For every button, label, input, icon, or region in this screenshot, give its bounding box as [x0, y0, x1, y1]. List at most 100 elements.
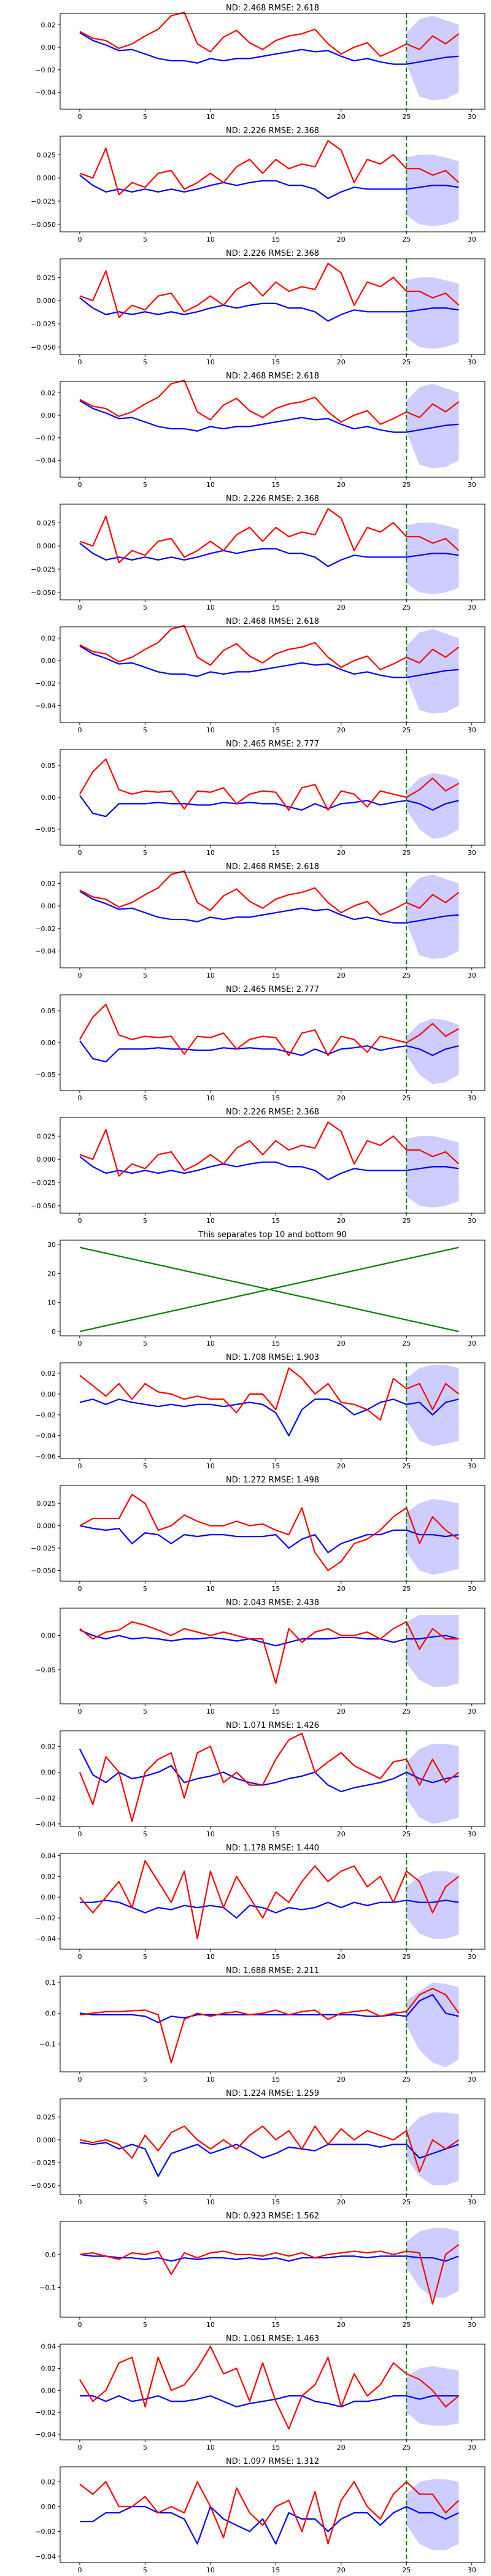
x-tick-label: 10 — [206, 358, 215, 366]
x-tick-label: 30 — [468, 113, 476, 121]
x-tick-label: 0 — [77, 604, 82, 611]
confidence-band — [406, 773, 459, 839]
confidence-band — [406, 1018, 459, 1084]
axes-frame — [60, 2344, 485, 2440]
predicted-series-line — [79, 1749, 459, 1793]
chart-panel: ND: 2.468 RMSE: 2.618 0 5 10 15 20 25 30 −0.04 −0… — [35, 372, 485, 489]
actual-series-line — [79, 758, 459, 811]
y-tick-label: 0.00 — [41, 794, 56, 802]
actual-series-line — [79, 1493, 460, 1571]
predicted-series-line — [79, 2395, 459, 2408]
separator-line — [79, 1246, 459, 1332]
chart-panel: ND: 2.043 RMSE: 2.438 0 5 10 15 20 25 30 −0.05 0.… — [35, 1598, 485, 1715]
x-tick-label: 25 — [402, 2198, 411, 2206]
x-tick-label: 30 — [468, 2198, 476, 2206]
x-tick-label: 0 — [77, 2321, 82, 2329]
y-tick-label: −0.025 — [31, 197, 56, 205]
confidence-band — [406, 2479, 459, 2550]
y-tick-label: 0.1 — [45, 1979, 56, 1987]
x-tick-label: 5 — [143, 2321, 147, 2329]
chart-title: ND: 2.226 RMSE: 2.368 — [226, 126, 319, 136]
predicted-series-line — [79, 795, 459, 818]
confidence-band — [406, 277, 459, 349]
chart-panel: ND: 2.465 RMSE: 2.777 0 5 10 15 20 25 30 −0.05 0.… — [35, 740, 485, 857]
chart-panel: ND: 1.688 RMSE: 2.211 0 5 10 15 20 25 30 −0.1 0.0… — [39, 1966, 485, 2083]
x-tick-label: 0 — [77, 1953, 82, 1961]
x-tick-label: 25 — [402, 1217, 411, 1225]
x-tick-label: 5 — [143, 2566, 147, 2574]
x-tick-label: 0 — [77, 1094, 82, 1102]
x-tick-label: 25 — [402, 1830, 411, 1838]
x-tick-label: 10 — [206, 1585, 215, 1593]
y-tick-label: 30 — [47, 1241, 56, 1249]
x-tick-label: 15 — [271, 2566, 280, 2574]
x-tick-label: 5 — [143, 1708, 147, 1715]
x-tick-label: 20 — [337, 972, 346, 979]
x-tick-label: 25 — [402, 2444, 411, 2451]
confidence-band — [406, 383, 459, 469]
x-tick-label: 0 — [77, 972, 82, 979]
x-tick-label: 10 — [206, 726, 215, 734]
x-tick-label: 15 — [271, 1585, 280, 1593]
x-tick-label: 10 — [206, 1094, 215, 1102]
x-tick-label: 5 — [143, 358, 147, 366]
predicted-series-line — [79, 32, 459, 65]
x-tick-label: 20 — [337, 849, 346, 857]
predicted-series-line — [79, 2505, 459, 2545]
y-tick-label: 0.00 — [41, 412, 56, 420]
x-tick-label: 0 — [77, 2444, 82, 2451]
chart-panel: ND: 0.923 RMSE: 1.562 0 5 10 15 20 25 30 −0.1 0.0 — [39, 2212, 485, 2329]
x-tick-label: 0 — [77, 1708, 82, 1715]
x-tick-label: 25 — [402, 2566, 411, 2574]
chart-panel: ND: 1.178 RMSE: 1.440 0 5 10 15 20 25 30 −0.04 −0… — [35, 1844, 485, 1961]
x-tick-label: 30 — [468, 358, 476, 366]
axes-frame — [60, 2221, 485, 2318]
confidence-band — [406, 1615, 459, 1687]
x-tick-label: 20 — [337, 1094, 346, 1102]
confidence-band — [406, 2112, 459, 2186]
confidence-band — [406, 1982, 459, 2068]
predicted-series-line — [79, 1994, 459, 2023]
y-tick-label: 0.00 — [41, 1768, 56, 1776]
x-tick-label: 10 — [206, 1708, 215, 1715]
chart-title: ND: 1.224 RMSE: 1.259 — [226, 2089, 319, 2098]
y-tick-label: −0.04 — [35, 1820, 56, 1828]
axes-frame — [60, 136, 485, 232]
x-tick-label: 0 — [77, 1217, 82, 1225]
x-tick-label: 15 — [271, 113, 280, 121]
y-tick-label: −0.050 — [31, 1202, 56, 1210]
x-tick-label: 25 — [402, 1953, 411, 1961]
y-tick-label: 0.02 — [41, 1873, 56, 1880]
y-tick-label: 0 — [52, 1328, 56, 1336]
x-tick-label: 15 — [271, 2321, 280, 2329]
axes-frame — [60, 626, 485, 723]
x-tick-label: 10 — [206, 2444, 215, 2451]
y-tick-label: −0.050 — [31, 1567, 56, 1575]
x-tick-label: 20 — [337, 2444, 346, 2451]
x-tick-label: 15 — [271, 1217, 280, 1225]
y-tick-label: 0.02 — [41, 21, 56, 29]
x-tick-label: 5 — [143, 604, 147, 611]
x-tick-label: 25 — [402, 113, 411, 121]
confidence-band — [406, 155, 459, 226]
x-tick-label: 5 — [143, 1094, 147, 1102]
y-tick-label: 0.000 — [37, 297, 56, 305]
x-tick-label: 25 — [402, 604, 411, 611]
chart-panel: ND: 1.708 RMSE: 1.903 0 5 10 15 20 25 30 −0.06 −0… — [35, 1353, 485, 1470]
axes-frame — [60, 1976, 485, 2072]
y-tick-label: 0.00 — [41, 1390, 56, 1398]
chart-panel: ND: 1.061 RMSE: 1.463 0 5 10 15 20 25 30 −0.04 −0… — [35, 2334, 485, 2451]
axes-frame — [60, 13, 485, 110]
confidence-band — [406, 1365, 459, 1446]
x-tick-label: 20 — [337, 1953, 346, 1961]
y-tick-label: 0.05 — [41, 762, 56, 770]
x-tick-label: 5 — [143, 1585, 147, 1593]
y-tick-label: 0.000 — [37, 542, 56, 550]
y-tick-label: 0.00 — [41, 44, 56, 52]
actual-series-line — [79, 870, 460, 916]
chart-panel: ND: 2.226 RMSE: 2.368 0 5 10 15 20 25 30 −0.050 −… — [31, 494, 485, 611]
actual-series-line — [79, 1988, 460, 2063]
chart-panel: ND: 2.226 RMSE: 2.368 0 5 10 15 20 25 30 −0.050 −… — [31, 126, 485, 243]
chart-title: ND: 1.688 RMSE: 2.211 — [226, 1966, 319, 1976]
predicted-series-line — [79, 1156, 459, 1181]
